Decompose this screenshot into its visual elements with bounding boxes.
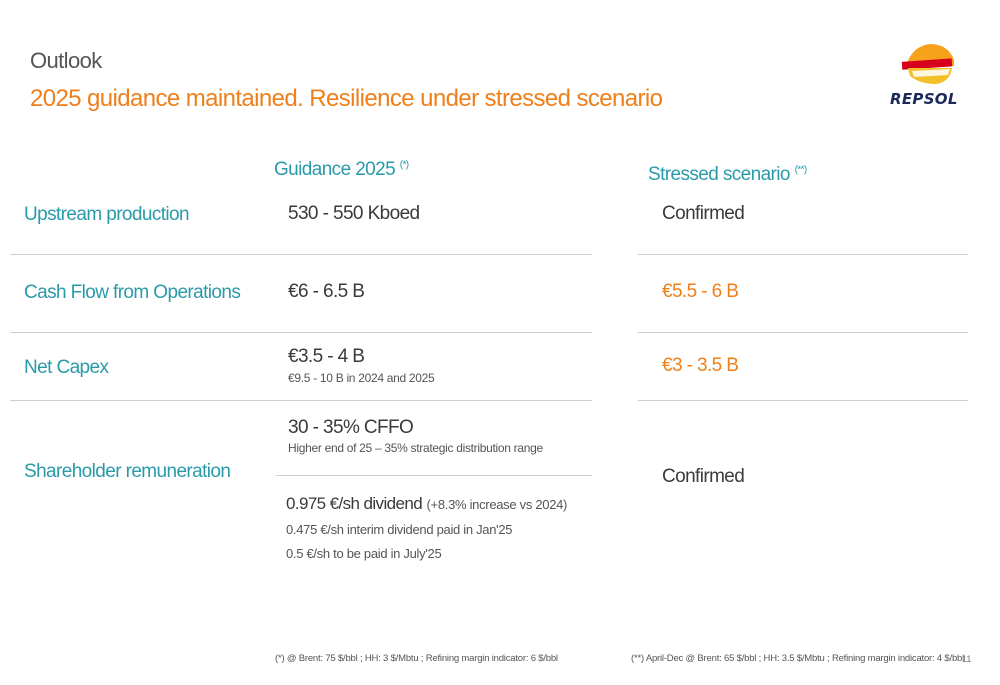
stressed-remuneration: Confirmed — [662, 466, 745, 487]
guidance-upstream: 530 - 550 Kboed — [288, 203, 420, 224]
divider-right-1 — [638, 254, 968, 255]
guidance-capex: €3.5 - 4 B — [288, 346, 365, 367]
stressed-cfo: €5.5 - 6 B — [662, 281, 739, 302]
dividend-line: 0.975 €/sh dividend (+8.3% increase vs 2… — [286, 494, 567, 514]
row-label-capex: Net Capex — [24, 357, 109, 378]
section-label: Outlook — [30, 48, 102, 73]
guidance-remuneration-sub: Higher end of 25 – 35% strategic distrib… — [288, 441, 543, 455]
stressed-column-label: Stressed scenario — [648, 164, 790, 185]
divider-left-4 — [276, 475, 592, 476]
guidance-footnote-mark: (*) — [399, 159, 409, 171]
divider-right-2 — [638, 332, 968, 333]
page-title: 2025 guidance maintained. Resilience und… — [30, 85, 663, 112]
guidance-cfo: €6 - 6.5 B — [288, 281, 365, 302]
footnote-guidance: (*) @ Brent: 75 $/bbl ; HH: 3 $/Mbtu ; R… — [275, 653, 558, 664]
guidance-column-label: Guidance 2025 — [274, 159, 396, 180]
stressed-upstream: Confirmed — [662, 203, 745, 224]
page-number: 11 — [962, 654, 972, 664]
repsol-emblem-icon — [901, 44, 954, 84]
divider-left-1 — [10, 254, 592, 255]
logo-wordmark: REPSOL — [890, 90, 958, 108]
divider-right-3 — [638, 400, 968, 401]
row-label-remuneration: Shareholder remuneration — [24, 461, 231, 482]
stressed-column-header: Stressed scenario (**) — [648, 164, 807, 186]
repsol-logo: REPSOL — [888, 38, 968, 110]
guidance-column-header: Guidance 2025 (*) — [274, 159, 409, 181]
dividend-increase-note: (+8.3% increase vs 2024) — [426, 497, 568, 512]
footnote-stressed: (**) April-Dec @ Brent: 65 $/bbl ; HH: 3… — [631, 653, 965, 664]
dividend-value: 0.975 €/sh dividend — [286, 494, 423, 513]
guidance-capex-sub: €9.5 - 10 B in 2024 and 2025 — [288, 371, 435, 385]
divider-left-2 — [10, 332, 592, 333]
row-label-upstream: Upstream production — [24, 204, 190, 225]
divider-left-3 — [10, 400, 592, 401]
interim-dividend-note: 0.475 €/sh interim dividend paid in Jan'… — [286, 522, 513, 537]
row-label-cfo: Cash Flow from Operations — [24, 282, 241, 303]
guidance-remuneration: 30 - 35% CFFO — [288, 417, 414, 438]
stressed-capex: €3 - 3.5 B — [662, 355, 739, 376]
july-dividend-note: 0.5 €/sh to be paid in July'25 — [286, 546, 442, 561]
stressed-footnote-mark: (**) — [794, 164, 808, 176]
